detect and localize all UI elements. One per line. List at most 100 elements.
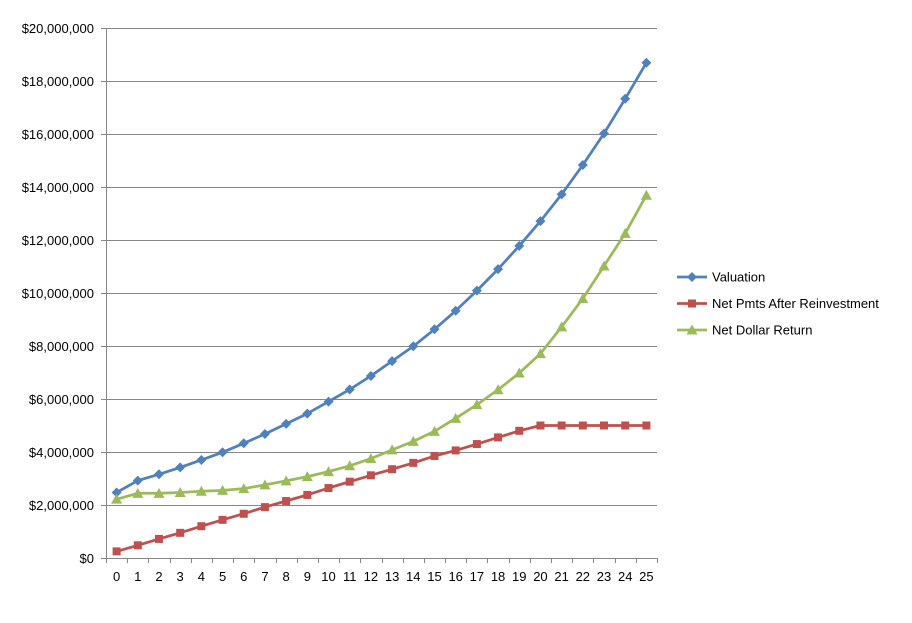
x-tick-label: 1 — [134, 569, 141, 584]
y-tick-label: $8,000,000 — [29, 339, 94, 354]
y-tick-label: $0 — [80, 551, 94, 566]
data-point-valuation — [450, 305, 461, 316]
data-point-net-dollar-return — [344, 460, 356, 471]
data-point-net-dollar-return — [471, 399, 483, 410]
data-point-net-dollar-return — [238, 483, 250, 494]
data-point-net-pmts-after-reinvestment — [197, 522, 206, 531]
legend-swatch-marker — [687, 272, 697, 282]
data-point-net-pmts-after-reinvestment — [112, 547, 121, 556]
data-point-net-pmts-after-reinvestment — [451, 446, 460, 455]
data-point-valuation — [323, 396, 334, 407]
data-point-net-pmts-after-reinvestment — [282, 497, 291, 506]
legend-item-valuation: Valuation — [677, 270, 765, 285]
x-tick-label: 5 — [219, 569, 226, 584]
y-tick-label: $18,000,000 — [22, 74, 94, 89]
x-tick-label: 16 — [448, 569, 462, 584]
legend-swatch-marker — [686, 324, 698, 335]
x-tick-label: 8 — [283, 569, 290, 584]
data-point-net-dollar-return — [386, 444, 398, 455]
data-point-valuation — [599, 128, 610, 139]
x-tick-label: 19 — [512, 569, 526, 584]
data-point-net-pmts-after-reinvestment — [260, 503, 269, 512]
x-tick-label: 25 — [639, 569, 653, 584]
data-point-net-pmts-after-reinvestment — [218, 515, 227, 524]
legend: Valuation Net Pmts After Reinvestment Net … — [677, 270, 879, 338]
axes — [101, 28, 658, 563]
data-point-net-pmts-after-reinvestment — [345, 477, 354, 486]
y-tick-label: $20,000,000 — [22, 21, 94, 36]
data-point-valuation — [577, 160, 588, 171]
x-tick-label: 20 — [533, 569, 547, 584]
x-tick-label: 21 — [554, 569, 568, 584]
data-point-net-pmts-after-reinvestment — [472, 440, 481, 449]
data-point-net-pmts-after-reinvestment — [430, 451, 439, 460]
x-tick-label: 11 — [343, 569, 357, 584]
series-valuation — [111, 57, 652, 498]
data-point-net-dollar-return — [450, 412, 462, 423]
x-tick-label: 4 — [198, 569, 205, 584]
data-point-net-dollar-return — [556, 321, 568, 332]
data-point-valuation — [365, 370, 376, 381]
gridlines — [106, 28, 657, 506]
data-point-net-pmts-after-reinvestment — [324, 484, 333, 493]
x-tick-label: 3 — [177, 569, 184, 584]
data-point-valuation — [556, 189, 567, 200]
data-point-net-pmts-after-reinvestment — [366, 471, 375, 480]
data-point-net-dollar-return — [619, 227, 631, 238]
x-axis-tick-labels: 0 1 2 3 4 5 6 7 8 9 10 11 12 13 14 15 16 17 18 19 20 21 22 23 24… — [113, 569, 654, 584]
legend-label: Valuation — [712, 270, 765, 285]
x-tick-label: 14 — [406, 569, 420, 584]
data-point-net-pmts-after-reinvestment — [578, 421, 587, 430]
y-tick-label: $16,000,000 — [22, 127, 94, 142]
series-net-dollar-return — [111, 189, 652, 504]
data-point-net-pmts-after-reinvestment — [388, 465, 397, 474]
data-point-valuation — [514, 240, 525, 251]
legend-label: Net Pmts After Reinvestment — [712, 296, 879, 311]
data-point-net-dollar-return — [428, 425, 440, 436]
data-point-net-dollar-return — [132, 487, 144, 498]
data-point-valuation — [471, 285, 482, 296]
data-point-net-pmts-after-reinvestment — [239, 509, 248, 518]
data-point-valuation — [111, 487, 122, 498]
data-point-valuation — [302, 408, 313, 419]
legend-item-net-pmts-after-reinvestment: Net Pmts After Reinvestment — [677, 296, 879, 311]
x-tick-label: 9 — [304, 569, 311, 584]
data-point-net-pmts-after-reinvestment — [133, 541, 142, 550]
data-point-net-dollar-return — [153, 487, 165, 498]
data-point-valuation — [238, 438, 249, 449]
x-tick-label: 6 — [240, 569, 247, 584]
data-point-net-pmts-after-reinvestment — [621, 421, 630, 430]
data-point-net-pmts-after-reinvestment — [515, 426, 524, 435]
data-point-net-dollar-return — [534, 348, 546, 359]
data-point-net-pmts-after-reinvestment — [303, 490, 312, 499]
y-tick-label: $4,000,000 — [29, 445, 94, 460]
data-point-net-dollar-return — [259, 479, 271, 490]
data-point-net-pmts-after-reinvestment — [642, 421, 651, 430]
y-axis-tick-labels: $0 $2,000,000 $4,000,000 $6,000,000 $8,000,0… — [22, 21, 94, 566]
data-point-valuation — [620, 93, 631, 104]
y-tick-label: $14,000,000 — [22, 180, 94, 195]
data-point-valuation — [493, 264, 504, 275]
data-point-valuation — [175, 462, 186, 473]
data-point-valuation — [535, 216, 546, 227]
data-point-net-dollar-return — [492, 384, 504, 395]
data-point-net-pmts-after-reinvestment — [536, 421, 545, 430]
x-tick-label: 23 — [597, 569, 611, 584]
x-tick-label: 7 — [261, 569, 268, 584]
legend-label: Net Dollar Return — [712, 323, 812, 338]
data-point-net-dollar-return — [577, 293, 589, 304]
legend-swatch-marker — [688, 299, 696, 308]
data-point-net-dollar-return — [195, 485, 207, 496]
x-tick-label: 18 — [491, 569, 505, 584]
data-point-valuation — [217, 447, 228, 458]
data-point-net-pmts-after-reinvestment — [494, 433, 503, 442]
series-net-pmts-after-reinvestment — [112, 421, 651, 556]
x-tick-label: 22 — [576, 569, 590, 584]
x-tick-label: 12 — [364, 569, 378, 584]
data-point-net-pmts-after-reinvestment — [600, 421, 609, 430]
data-point-valuation — [408, 341, 419, 352]
y-tick-label: $10,000,000 — [22, 286, 94, 301]
data-point-net-dollar-return — [111, 493, 123, 504]
x-tick-label: 2 — [155, 569, 162, 584]
